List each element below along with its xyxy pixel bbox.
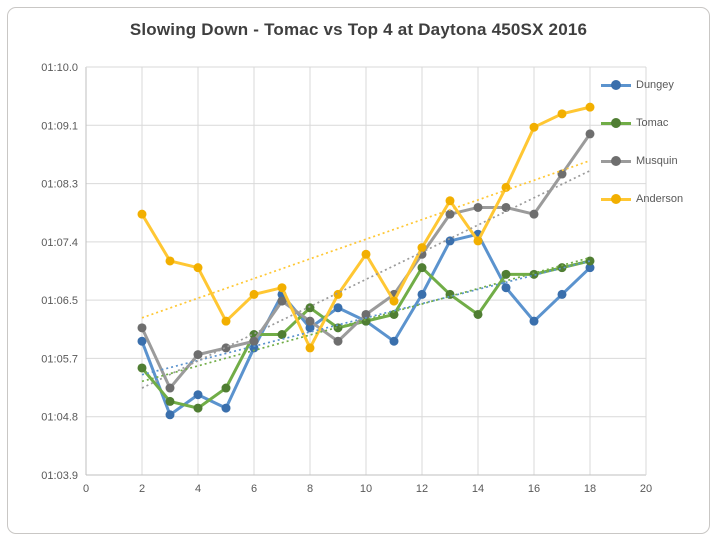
chart-title: Slowing Down - Tomac vs Top 4 at Daytona… bbox=[129, 20, 588, 39]
x-axis-tick-label: 8 bbox=[307, 483, 313, 495]
data-point-tomac bbox=[305, 303, 315, 313]
data-point-tomac bbox=[193, 403, 203, 413]
trendline-anderson bbox=[141, 159, 591, 319]
data-point-musquin bbox=[445, 209, 455, 219]
legend-label: Dungey bbox=[636, 79, 674, 91]
data-point-dungey bbox=[529, 316, 539, 326]
y-axis-tick-label: 01:04.8 bbox=[41, 412, 78, 424]
data-point-tomac bbox=[137, 363, 147, 373]
data-point-anderson bbox=[389, 296, 399, 306]
y-axis-tick-label: 01:09.1 bbox=[41, 120, 78, 132]
data-point-musquin bbox=[165, 383, 175, 393]
x-axis-tick-label: 2 bbox=[139, 483, 145, 495]
legend-label: Musquin bbox=[636, 155, 678, 167]
y-axis-tick-label: 01:05.7 bbox=[41, 353, 78, 365]
data-point-musquin bbox=[529, 209, 539, 219]
data-point-anderson bbox=[193, 263, 203, 273]
legend-swatch-musquin bbox=[601, 156, 631, 166]
data-point-musquin bbox=[473, 202, 483, 212]
data-point-tomac bbox=[473, 309, 483, 319]
data-point-dungey bbox=[333, 303, 343, 313]
x-axis-tick-label: 4 bbox=[195, 483, 201, 495]
y-axis-tick-label: 01:10.0 bbox=[41, 62, 78, 74]
data-point-anderson bbox=[585, 102, 595, 112]
data-point-anderson bbox=[277, 283, 287, 293]
x-axis-tick-label: 12 bbox=[416, 483, 428, 495]
data-point-musquin bbox=[137, 323, 147, 333]
data-point-anderson bbox=[249, 289, 259, 299]
data-point-dungey bbox=[137, 336, 147, 346]
x-axis-tick-label: 0 bbox=[83, 483, 89, 495]
trendline-dungey bbox=[141, 260, 591, 376]
data-point-anderson bbox=[137, 209, 147, 219]
data-point-tomac bbox=[585, 256, 595, 266]
data-point-dungey bbox=[249, 343, 259, 353]
data-point-dungey bbox=[585, 263, 595, 273]
data-point-anderson bbox=[361, 249, 371, 259]
legend-label: Tomac bbox=[636, 117, 669, 129]
legend-item-musquin[interactable]: Musquin bbox=[601, 153, 683, 169]
data-point-tomac bbox=[333, 323, 343, 333]
data-point-tomac bbox=[361, 316, 371, 326]
data-point-musquin bbox=[585, 129, 595, 139]
x-axis-tick-label: 20 bbox=[640, 483, 652, 495]
x-axis-tick-label: 6 bbox=[251, 483, 257, 495]
data-point-anderson bbox=[165, 256, 175, 266]
data-point-anderson bbox=[501, 182, 511, 192]
legend-item-anderson[interactable]: Anderson bbox=[601, 191, 683, 207]
data-point-anderson bbox=[305, 343, 315, 353]
data-point-musquin bbox=[277, 296, 287, 306]
y-axis-tick-label: 01:03.9 bbox=[41, 470, 78, 482]
data-point-tomac bbox=[389, 309, 399, 319]
data-point-dungey bbox=[445, 236, 455, 246]
x-axis-tick-label: 14 bbox=[472, 483, 484, 495]
data-point-anderson bbox=[557, 109, 567, 119]
data-point-anderson bbox=[221, 316, 231, 326]
data-point-musquin bbox=[557, 169, 567, 179]
data-point-dungey bbox=[501, 283, 511, 293]
y-axis-tick-label: 01:07.4 bbox=[41, 237, 78, 249]
data-point-tomac bbox=[557, 263, 567, 273]
data-point-musquin bbox=[501, 202, 511, 212]
data-point-musquin bbox=[305, 316, 315, 326]
data-point-musquin bbox=[193, 350, 203, 360]
data-point-dungey bbox=[221, 403, 231, 413]
data-point-tomac bbox=[529, 269, 539, 279]
data-point-dungey bbox=[193, 390, 203, 400]
y-axis-tick-label: 01:06.5 bbox=[41, 295, 78, 307]
data-point-musquin bbox=[333, 336, 343, 346]
data-point-dungey bbox=[557, 289, 567, 299]
data-point-tomac bbox=[417, 263, 427, 273]
data-point-anderson bbox=[445, 196, 455, 206]
data-point-tomac bbox=[221, 383, 231, 393]
data-point-tomac bbox=[501, 269, 511, 279]
data-point-anderson bbox=[473, 236, 483, 246]
data-point-dungey bbox=[389, 336, 399, 346]
data-point-dungey bbox=[417, 289, 427, 299]
data-point-tomac bbox=[277, 330, 287, 340]
data-point-anderson bbox=[417, 243, 427, 253]
legend: Dungey Tomac Musquin Anderson bbox=[601, 77, 683, 229]
data-point-dungey bbox=[305, 323, 315, 333]
legend-swatch-anderson bbox=[601, 194, 631, 204]
x-axis-tick-label: 18 bbox=[584, 483, 596, 495]
legend-item-dungey[interactable]: Dungey bbox=[601, 77, 683, 93]
legend-swatch-dungey bbox=[601, 80, 631, 90]
legend-item-tomac[interactable]: Tomac bbox=[601, 115, 683, 131]
y-axis-tick-label: 01:08.3 bbox=[41, 179, 78, 191]
data-point-musquin bbox=[249, 336, 259, 346]
data-point-tomac bbox=[165, 396, 175, 406]
legend-swatch-tomac bbox=[601, 118, 631, 128]
legend-label: Anderson bbox=[636, 193, 684, 205]
x-axis-tick-label: 10 bbox=[360, 483, 372, 495]
data-point-musquin bbox=[361, 309, 371, 319]
data-point-dungey bbox=[165, 410, 175, 420]
data-point-anderson bbox=[529, 122, 539, 132]
x-axis-tick-label: 16 bbox=[528, 483, 540, 495]
